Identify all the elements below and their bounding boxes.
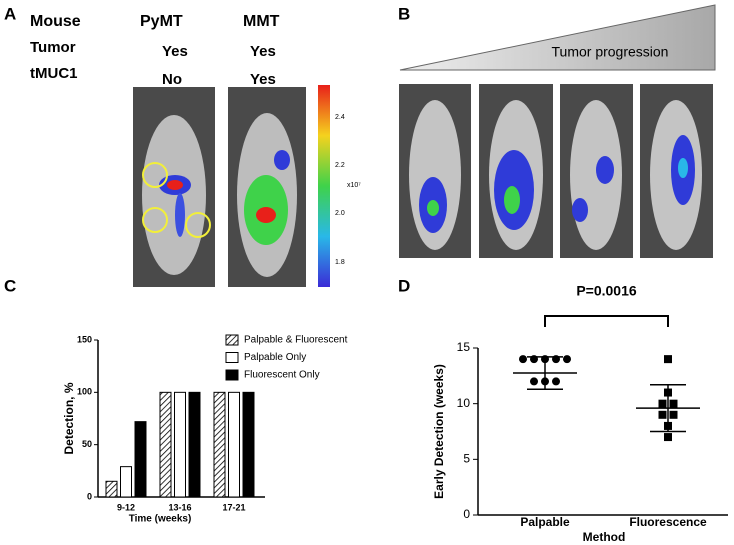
progression-label: Tumor progression [552, 44, 669, 60]
y-tick-label: 10 [457, 396, 471, 410]
panel-label: A [4, 4, 16, 23]
colorbar-tick: 2.0 [335, 210, 345, 217]
x-tick-label: 9-12 [117, 502, 135, 512]
colorbar-unit: x10⁷ [347, 182, 361, 189]
point [563, 355, 571, 364]
bar [159, 391, 172, 498]
colorbar-tick: 2.4 [335, 114, 345, 121]
legend-label: Palpable & Fluorescent [244, 335, 348, 346]
cell: Yes [250, 71, 276, 88]
y-tick-label: 150 [77, 334, 92, 344]
point [658, 410, 667, 419]
point [664, 433, 672, 442]
x-tick-label: 17-21 [222, 502, 245, 512]
y-tick-label: 100 [77, 387, 92, 397]
mouse-image [399, 84, 471, 258]
bar [134, 421, 147, 498]
x-axis-label: Time (weeks) [129, 514, 192, 525]
column-label: PyMT [140, 13, 183, 30]
legend-swatch [225, 369, 239, 381]
bar [242, 391, 255, 498]
significance-bracket [544, 315, 669, 327]
point [519, 355, 527, 364]
point [552, 377, 560, 386]
panel-label: B [398, 4, 410, 23]
y-tick-label: 0 [463, 507, 470, 521]
mouse-image [133, 87, 215, 287]
bar [120, 466, 132, 498]
y-tick-label: 15 [457, 340, 471, 354]
row-label: Mouse [30, 13, 81, 30]
bar [105, 480, 118, 498]
bar [174, 391, 186, 498]
y-axis-label: Detection, % [62, 382, 76, 454]
cell: Yes [162, 43, 188, 60]
legend-label: Palpable Only [244, 352, 306, 363]
progression-triangle [399, 4, 716, 71]
point [664, 355, 672, 364]
point [530, 377, 538, 386]
mouse-image [640, 84, 713, 258]
legend-swatch [225, 352, 239, 363]
mouse-image [228, 87, 306, 287]
x-tick-label: Fluorescence [629, 515, 707, 529]
colorbar [318, 85, 330, 287]
y-tick-label: 50 [82, 439, 92, 449]
cell: Yes [250, 43, 276, 60]
y-tick-label: 5 [463, 452, 470, 466]
panel-label: C [4, 276, 16, 295]
x-tick-label: 13-16 [168, 502, 191, 512]
y-axis-label: Early Detection (weeks) [432, 364, 446, 499]
legend-swatch [225, 334, 239, 346]
cell: No [162, 71, 182, 88]
y-tick-label: 0 [87, 491, 92, 501]
x-axis-label: Method [583, 530, 626, 544]
point [669, 399, 678, 408]
bar [213, 391, 226, 498]
colorbar-tick: 1.8 [335, 259, 345, 266]
bar [188, 391, 201, 498]
annotation: P=0.0016 [576, 283, 637, 299]
mouse-image [560, 84, 633, 258]
colorbar-tick: 2.2 [335, 162, 345, 169]
legend-label: Fluorescent Only [244, 370, 320, 381]
point [658, 399, 667, 408]
x-tick-label: Palpable [520, 515, 570, 529]
bar [228, 391, 240, 498]
column-label: MMT [243, 13, 280, 30]
row-label: Tumor [30, 39, 76, 56]
row-label: tMUC1 [30, 65, 78, 82]
mouse-image [479, 84, 553, 258]
panel-label: D [398, 276, 410, 295]
point [669, 410, 678, 419]
